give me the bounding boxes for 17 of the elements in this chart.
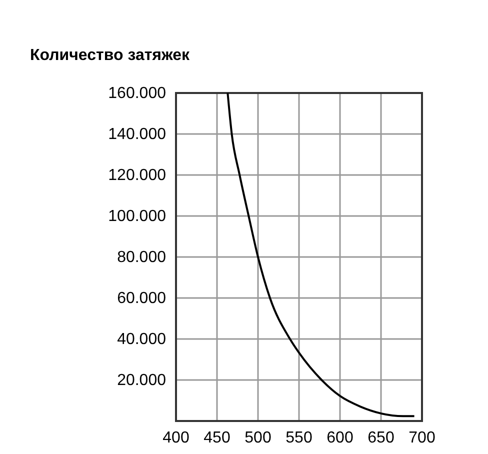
y-tick-label: 140.000 [108,126,166,144]
x-tick-label: 500 [244,429,272,446]
y-tick-label: 120.000 [108,167,166,184]
x-tick-label: 650 [368,429,394,446]
x-tick-label: 600 [326,429,354,446]
x-tick-label: 450 [204,429,230,446]
y-tick-label: 160.000 [108,85,166,102]
x-tick-label: 700 [408,429,436,446]
x-tick-label: 400 [162,429,190,446]
line-series [226,92,416,418]
y-tick-label: 40.000 [117,331,166,348]
chart-title: Количество затяжек [30,47,191,64]
y-tick-label: 80.000 [117,249,166,266]
y-tick-label: 60.000 [117,290,166,308]
y-tick-label: 20.000 [117,372,166,390]
y-tick-label: 100.000 [108,208,166,226]
x-tick-label: 550 [286,429,312,446]
